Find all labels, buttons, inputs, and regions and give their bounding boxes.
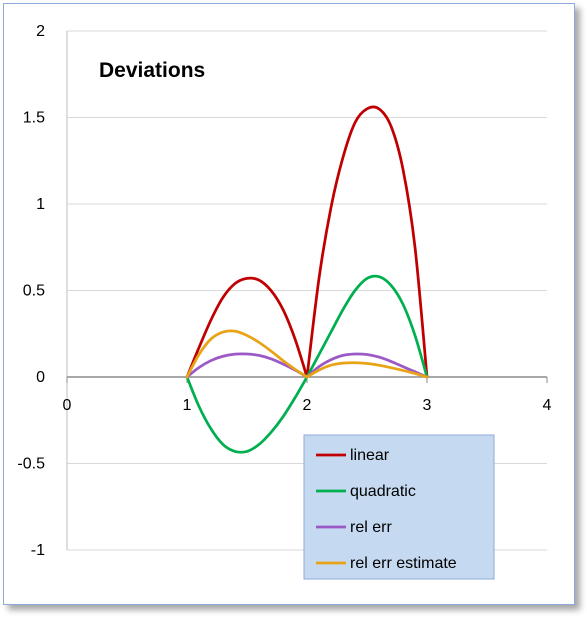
tick-labels: 2 1.5 1 0.5 0 -0.5 -1 0 1 2 3 4 <box>17 23 551 559</box>
x-tick-label: 1 <box>183 397 192 414</box>
y-tick-label: 1.5 <box>23 110 45 127</box>
x-tick-label: 0 <box>63 397 72 414</box>
series-line-quadratic <box>305 274 429 379</box>
series-line-rel-err <box>305 352 429 379</box>
y-tick-label: -1 <box>31 542 45 559</box>
y-tick-label: 0 <box>36 369 45 386</box>
series-line-quadratic <box>185 375 309 454</box>
y-tick-label: 2 <box>36 23 45 40</box>
legend: linear quadratic rel err rel err estimate <box>303 434 495 580</box>
x-tick-label: 4 <box>543 397 552 414</box>
series-line-rel-err-estimate <box>185 329 309 379</box>
x-tick-label: 3 <box>423 397 432 414</box>
legend-box <box>303 434 495 580</box>
chart-title: Deviations <box>99 59 205 82</box>
legend-label-rel-err: rel err <box>350 519 392 536</box>
y-tick-label: -0.5 <box>17 456 45 473</box>
legend-label-rel-err-estimate: rel err estimate <box>350 555 457 572</box>
y-tick-label: 0.5 <box>23 283 45 300</box>
chart-frame: 2 1.5 1 0.5 0 -0.5 -1 0 1 2 3 4 Deviations linear qu… <box>3 3 575 605</box>
deviations-chart: 2 1.5 1 0.5 0 -0.5 -1 0 1 2 3 4 Deviations linear qu… <box>17 23 552 580</box>
y-tick-label: 1 <box>36 196 45 213</box>
series-lines <box>185 105 429 454</box>
x-tick-label: 2 <box>303 397 312 414</box>
series-line-linear <box>305 105 429 379</box>
series-line-linear <box>185 276 309 379</box>
series-line-rel-err-estimate <box>305 361 429 379</box>
series-line-rel-err <box>185 352 309 379</box>
legend-label-quadratic: quadratic <box>350 483 416 500</box>
legend-label-linear: linear <box>350 447 390 464</box>
